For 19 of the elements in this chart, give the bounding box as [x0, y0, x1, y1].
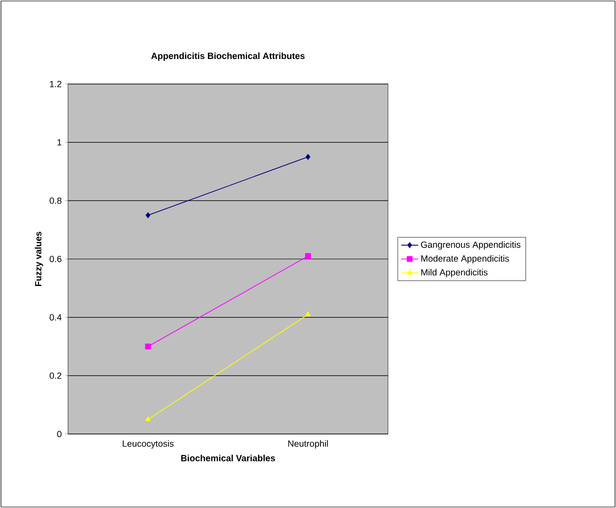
x-axis-title: Biochemical Variables — [181, 454, 275, 462]
y-tick-label: 0.8 — [50, 197, 62, 204]
x-tick-label: Leucocytosis — [122, 440, 174, 449]
point — [305, 253, 311, 259]
y-tick-label: 1 — [58, 139, 62, 146]
point — [146, 212, 150, 218]
y-tick-label: 0 — [57, 430, 62, 438]
y-tick-label: 1.2 — [50, 80, 62, 88]
legend-label: Gangrenous Appendicitis — [421, 241, 520, 250]
legend-label: Mild Appendicitis — [421, 268, 488, 278]
point — [306, 154, 310, 160]
chart-title: Appendicitis Biochemical Attributes — [151, 52, 305, 61]
x-tick-label: Neutrophil — [288, 440, 328, 449]
y-tick-label: 0.2 — [50, 372, 62, 379]
y-axis-title: Fuzzy values — [34, 232, 44, 286]
legend-label: Moderate Appendicitis — [421, 255, 509, 264]
y-tick-label: 0.4 — [50, 314, 62, 321]
point — [145, 344, 151, 350]
y-tick-label: 0.6 — [50, 256, 62, 262]
